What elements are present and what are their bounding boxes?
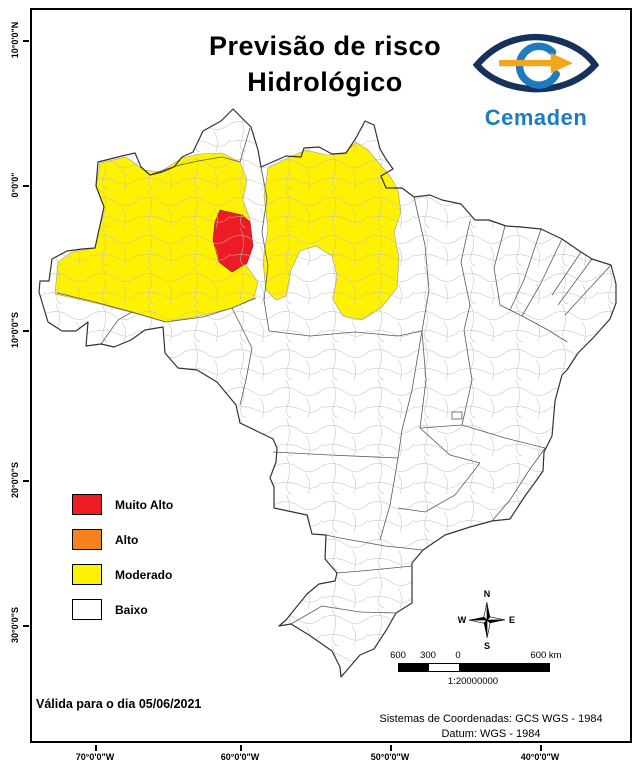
distrito-federal-outline xyxy=(451,411,463,420)
tick-mark xyxy=(23,40,29,42)
cemaden-logo-text: Cemaden xyxy=(484,105,588,130)
tick-mark xyxy=(540,745,542,751)
scale-segment-3 xyxy=(459,664,549,671)
coordinate-system-note: Sistemas de Coordenadas: GCS WGS - 1984 … xyxy=(350,712,632,742)
tick-mark xyxy=(23,480,29,482)
scale-segment-2 xyxy=(429,664,459,671)
title-line-2: Hidrológico xyxy=(247,67,403,98)
tick-mark xyxy=(95,745,97,751)
legend-label-alto: Alto xyxy=(115,532,139,547)
tick-mark xyxy=(240,745,242,751)
page-title: Previsão de risco Hidrológico xyxy=(130,28,520,101)
compass-north-label: N xyxy=(483,589,491,599)
legend-item-alto: Alto xyxy=(72,529,173,550)
tick-mark xyxy=(390,745,392,751)
legend-label-muito-alto: Muito Alto xyxy=(115,497,174,512)
latitude-label: 30°0'0"S xyxy=(10,606,20,644)
scale-label-0: 0 xyxy=(455,650,461,661)
legend-item-moderado: Moderado xyxy=(72,564,173,585)
latitude-label: 20°0'0"S xyxy=(10,461,20,499)
scale-bar: 600 300 0 600 km 1:20000000 xyxy=(388,650,572,694)
legend-label-baixo: Baixo xyxy=(115,602,148,617)
cemaden-eye-icon xyxy=(472,33,600,93)
scale-ratio: 1:20000000 xyxy=(447,676,499,687)
legend-swatch-baixo xyxy=(72,599,102,620)
cemaden-logo: Cemaden xyxy=(462,28,610,131)
tick-mark xyxy=(23,185,29,187)
compass-rose: N S W E xyxy=(457,589,516,654)
compass-west-label: W xyxy=(457,615,467,625)
legend-swatch-moderado xyxy=(72,564,102,585)
legend-label-moderado: Moderado xyxy=(115,567,173,582)
coordinate-system-line-1: Sistemas de Coordenadas: GCS WGS - 1984 xyxy=(379,713,603,725)
latitude-label: 10°0'0"S xyxy=(10,311,20,349)
legend-item-baixo: Baixo xyxy=(72,599,173,620)
legend-swatch-muito-alto xyxy=(72,494,102,515)
tick-mark xyxy=(23,330,29,332)
scale-bar-graphic xyxy=(398,663,550,672)
brazil-country-outline xyxy=(38,108,617,678)
risk-legend: Muito Alto Alto Moderado Baixo xyxy=(72,494,173,634)
coordinate-system-line-2: Datum: WGS - 1984 xyxy=(441,727,541,740)
legend-item-muito-alto: Muito Alto xyxy=(72,494,173,515)
state-boundaries xyxy=(56,127,612,625)
longitude-label: 70°0'0"W xyxy=(75,752,115,762)
legend-swatch-alto xyxy=(72,529,102,550)
longitude-label: 40°0'0"W xyxy=(520,752,560,762)
scale-label-600-left: 600 xyxy=(390,650,406,661)
longitude-label: 60°0'0"W xyxy=(220,752,260,762)
scale-segment-1 xyxy=(399,664,429,671)
scale-label-600-km: 600 km xyxy=(530,650,562,661)
tick-mark xyxy=(23,625,29,627)
latitude-label: 10°0'0"N xyxy=(10,21,20,59)
compass-star-icon xyxy=(469,602,505,638)
longitude-label: 50°0'0"W xyxy=(370,752,410,762)
validity-note: Válida para o dia 05/06/2021 xyxy=(36,697,202,711)
title-line-1: Previsão de risco xyxy=(208,31,442,61)
compass-south-label: S xyxy=(483,641,491,651)
compass-east-label: E xyxy=(508,615,516,625)
scale-label-300: 300 xyxy=(420,650,436,661)
latitude-label: 0°0'0" xyxy=(10,172,20,198)
